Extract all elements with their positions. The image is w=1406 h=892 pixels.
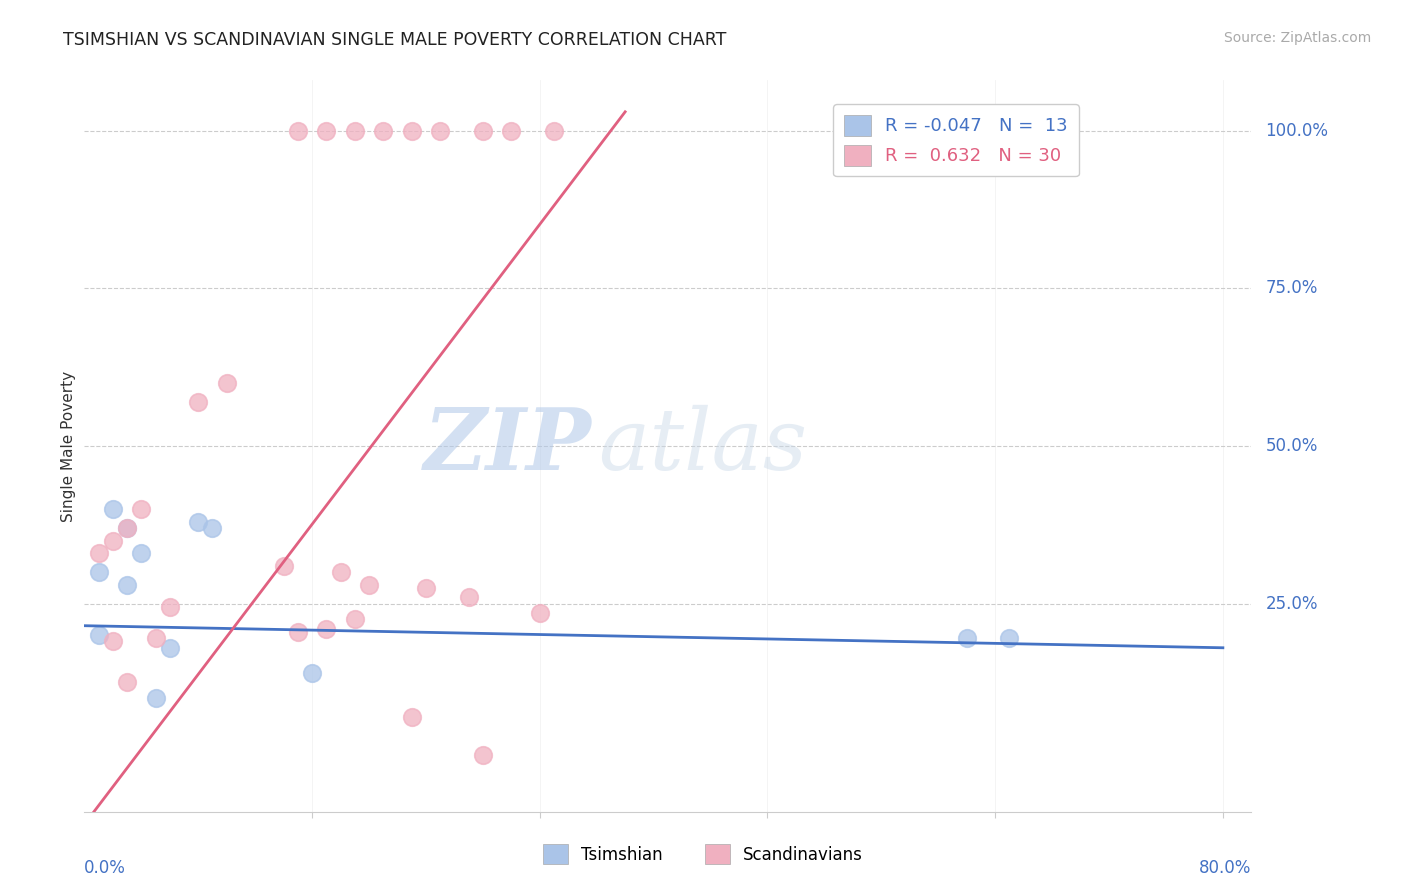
Point (471, 747, 494, 762)
Point (101, 634, 124, 648)
Point (315, 124, 337, 138)
Point (287, 124, 309, 138)
Point (357, 578, 380, 592)
Point (401, 710, 423, 724)
Point (429, 124, 451, 138)
Point (529, 606, 551, 620)
Point (129, 502, 152, 516)
Text: 100.0%: 100.0% (1265, 121, 1329, 140)
Point (471, 124, 494, 138)
Point (273, 558, 295, 573)
Point (301, 665, 323, 680)
Point (145, 632, 167, 646)
Point (159, 599, 181, 614)
Text: TSIMSHIAN VS SCANDINAVIAN SINGLE MALE POVERTY CORRELATION CHART: TSIMSHIAN VS SCANDINAVIAN SINGLE MALE PO… (63, 31, 727, 49)
Point (115, 578, 138, 592)
Text: 80.0%: 80.0% (1199, 859, 1251, 877)
Point (87, 546, 110, 560)
Point (343, 124, 366, 138)
Point (998, 632, 1021, 646)
Point (415, 581, 437, 595)
Point (401, 124, 423, 138)
Point (343, 612, 366, 626)
Point (501, 124, 523, 138)
Point (101, 502, 124, 516)
Text: 0.0%: 0.0% (84, 859, 127, 877)
Point (329, 565, 352, 579)
Point (215, 376, 238, 390)
Point (287, 625, 309, 640)
Point (115, 675, 138, 690)
Point (115, 521, 138, 535)
Legend: R = -0.047   N =  13, R =  0.632   N = 30: R = -0.047 N = 13, R = 0.632 N = 30 (834, 104, 1078, 177)
Legend: Tsimshian, Scandinavians: Tsimshian, Scandinavians (537, 838, 869, 871)
Point (159, 640, 181, 655)
Text: 25.0%: 25.0% (1265, 595, 1317, 613)
Y-axis label: Single Male Poverty: Single Male Poverty (60, 370, 76, 522)
Text: Source: ZipAtlas.com: Source: ZipAtlas.com (1223, 31, 1371, 45)
Point (87, 628, 110, 642)
Text: ZIP: ZIP (425, 404, 592, 488)
Text: atlas: atlas (598, 405, 807, 487)
Point (145, 691, 167, 706)
Point (87, 565, 110, 579)
Text: 50.0%: 50.0% (1265, 437, 1317, 455)
Point (201, 521, 224, 535)
Point (187, 395, 209, 409)
Point (373, 124, 395, 138)
Point (956, 632, 979, 646)
Text: 75.0%: 75.0% (1265, 279, 1317, 297)
Point (101, 533, 124, 548)
Point (129, 546, 152, 560)
Point (543, 124, 565, 138)
Point (457, 591, 479, 605)
Point (115, 521, 138, 535)
Point (187, 515, 209, 529)
Point (315, 622, 337, 636)
